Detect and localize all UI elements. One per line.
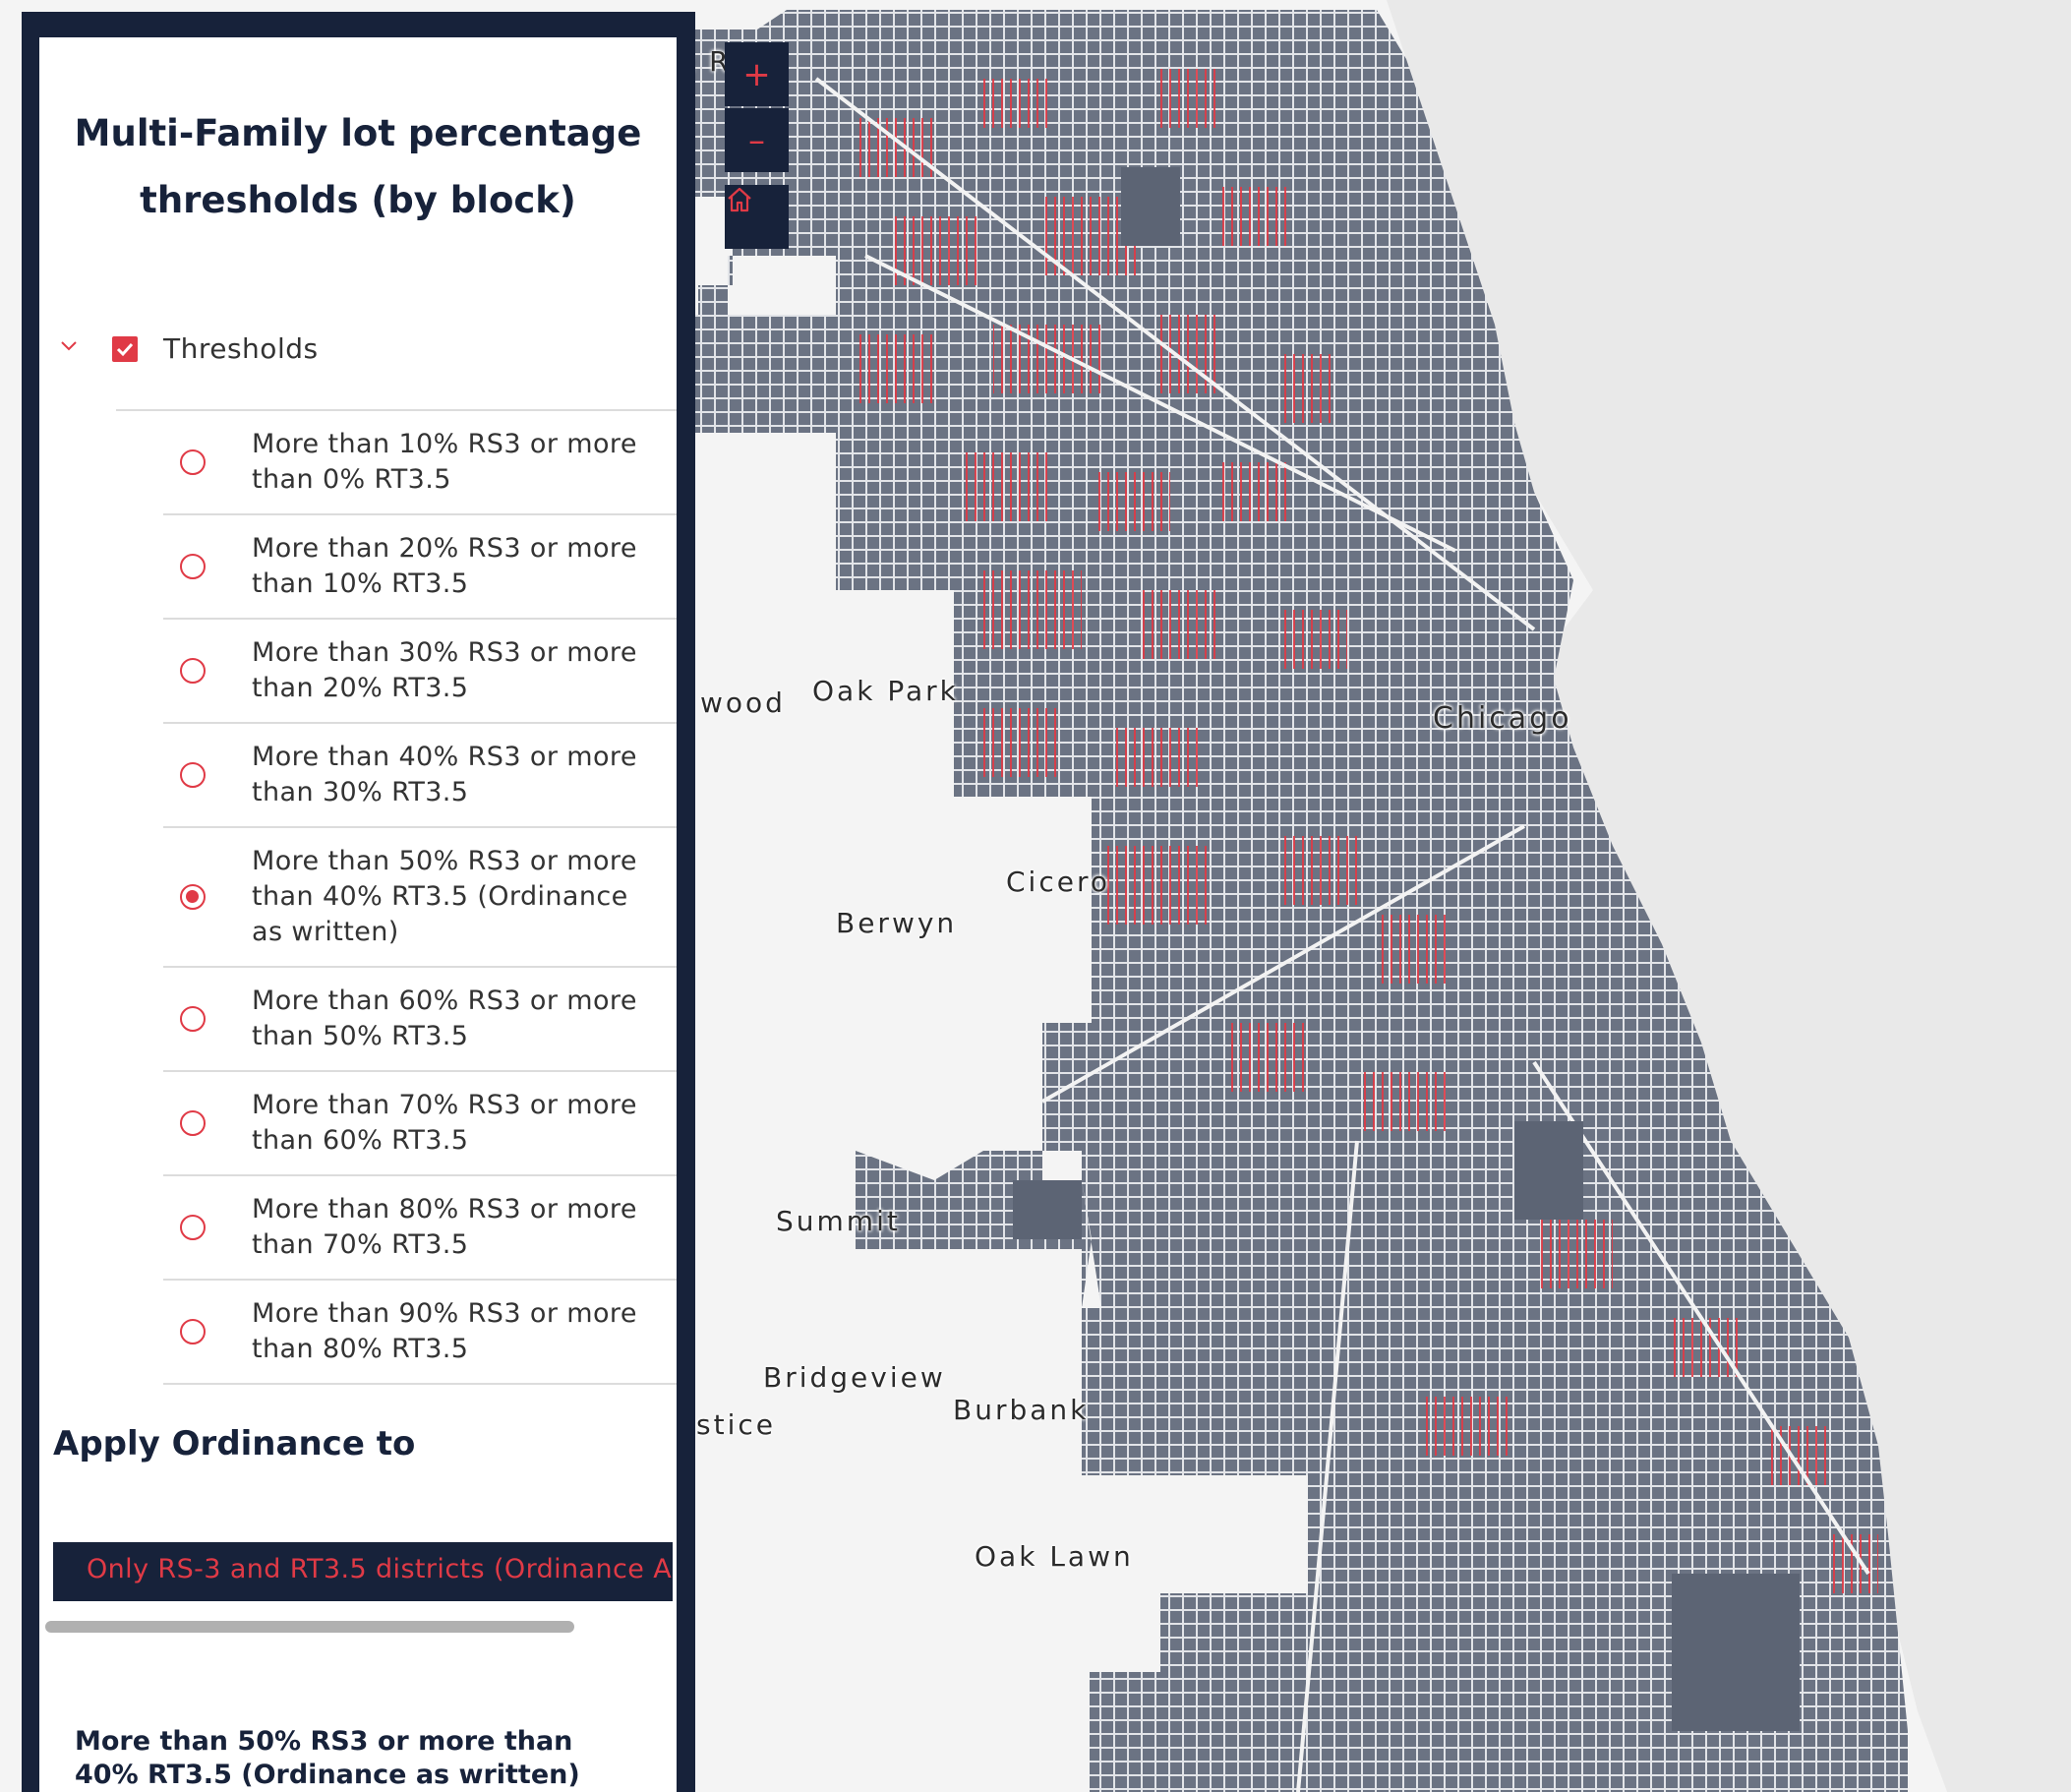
- threshold-option[interactable]: More than 20% RS3 or more than 10% RT3.5: [163, 515, 677, 620]
- layer-list-panel: Multi-Family lot percentage thresholds (…: [39, 37, 677, 1792]
- label-burbank: Burbank: [953, 1394, 1090, 1426]
- threshold-option-label: More than 90% RS3 or more than 80% RT3.5: [252, 1298, 637, 1364]
- threshold-blocks: [856, 69, 1878, 1593]
- threshold-option[interactable]: More than 90% RS3 or more than 80% RT3.5: [163, 1281, 677, 1385]
- side-panel: Multi-Family lot percentage thresholds (…: [22, 12, 695, 1792]
- apply-ordinance-heading: Apply Ordinance to: [53, 1424, 416, 1463]
- label-justice: stice: [696, 1408, 776, 1441]
- chevron-down-icon[interactable]: [58, 334, 80, 356]
- label-oak-lawn: Oak Lawn: [975, 1540, 1134, 1573]
- threshold-option-label: More than 20% RS3 or more than 10% RT3.5: [252, 533, 637, 599]
- threshold-option-label: More than 50% RS3 or more than 40% RT3.5…: [252, 846, 637, 947]
- radio-button[interactable]: [180, 1006, 206, 1032]
- threshold-option-label: More than 10% RS3 or more than 0% RT3.5: [252, 429, 637, 495]
- layer-label: Thresholds: [163, 332, 319, 365]
- threshold-option[interactable]: More than 40% RS3 or more than 30% RT3.5: [163, 724, 677, 828]
- selected-threshold-summary: More than 50% RS3 or more than 40% RT3.5…: [75, 1726, 580, 1790]
- minus-icon: –: [748, 120, 765, 160]
- threshold-option-label: More than 70% RS3 or more than 60% RT3.5: [252, 1090, 637, 1156]
- threshold-option-label: More than 40% RS3 or more than 30% RT3.5: [252, 742, 637, 807]
- label-cicero: Cicero: [1006, 866, 1110, 898]
- home-icon: [728, 187, 751, 212]
- threshold-option[interactable]: More than 10% RS3 or more than 0% RT3.5: [163, 411, 677, 515]
- threshold-option-label: More than 60% RS3 or more than 50% RT3.5: [252, 986, 637, 1051]
- apply-ordinance-select-value: Only RS-3 and RT3.5 districts (Ordinance…: [87, 1554, 673, 1584]
- threshold-option[interactable]: More than 70% RS3 or more than 60% RT3.5: [163, 1072, 677, 1176]
- threshold-option[interactable]: More than 60% RS3 or more than 50% RT3.5: [163, 968, 677, 1072]
- panel-title: Multi-Family lot percentage thresholds (…: [74, 112, 642, 221]
- zoom-in-button[interactable]: +: [725, 42, 789, 106]
- radio-button[interactable]: [180, 762, 206, 788]
- label-chicago: Chicago: [1433, 701, 1572, 736]
- radio-button[interactable]: [180, 1215, 206, 1240]
- apply-ordinance-select[interactable]: Only RS-3 and RT3.5 districts (Ordinance…: [53, 1542, 673, 1601]
- threshold-option-label: More than 80% RS3 or more than 70% RT3.5: [252, 1194, 637, 1260]
- lake-michigan: [1387, 0, 2071, 1792]
- label-oak-park: Oak Park: [812, 675, 959, 707]
- threshold-option-label: More than 30% RS3 or more than 20% RT3.5: [252, 637, 637, 703]
- threshold-option[interactable]: More than 30% RS3 or more than 20% RT3.5: [163, 620, 677, 724]
- threshold-option-selected[interactable]: More than 50% RS3 or more than 40% RT3.5…: [163, 828, 677, 968]
- horizontal-scrollbar-thumb[interactable]: [45, 1621, 574, 1633]
- checkmark-icon: [116, 342, 134, 357]
- radio-button[interactable]: [180, 554, 206, 579]
- label-elmwood-park: wood: [700, 687, 786, 719]
- radio-button[interactable]: [180, 658, 206, 684]
- threshold-option[interactable]: More than 80% RS3 or more than 70% RT3.5: [163, 1176, 677, 1281]
- radio-button[interactable]: [180, 449, 206, 475]
- plus-icon: +: [742, 54, 771, 94]
- label-berwyn: Berwyn: [836, 907, 958, 939]
- layer-visibility-checkbox[interactable]: [112, 336, 138, 362]
- radio-button[interactable]: [180, 1319, 206, 1344]
- label-summit: Summit: [776, 1205, 901, 1237]
- radio-button-selected[interactable]: [180, 884, 206, 910]
- layer-item-thresholds[interactable]: Thresholds: [39, 315, 659, 382]
- home-button[interactable]: [725, 185, 789, 249]
- label-bridgeview: Bridgeview: [763, 1361, 946, 1394]
- radio-button[interactable]: [180, 1110, 206, 1136]
- zoom-out-button[interactable]: –: [725, 108, 789, 172]
- divider: [116, 409, 677, 411]
